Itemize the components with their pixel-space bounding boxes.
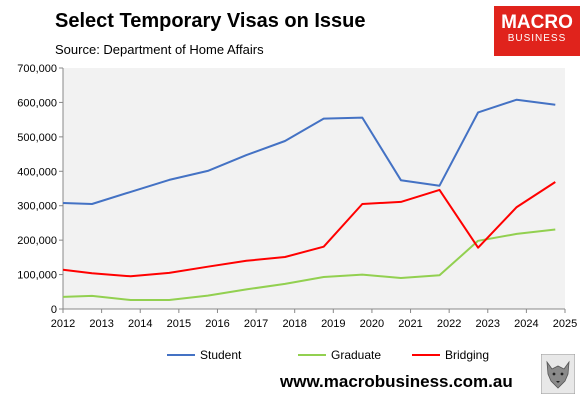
x-tick-label: 2017 <box>244 318 268 330</box>
macrobusiness-logo: MACRO BUSINESS <box>494 6 580 56</box>
series-line-bridging <box>62 181 556 278</box>
x-tick-label: 2025 <box>553 318 577 330</box>
website-url: www.macrobusiness.com.au <box>280 372 513 391</box>
x-tick-label: 2023 <box>476 318 500 330</box>
y-tick-label: 400,000 <box>17 166 57 178</box>
y-tick-label: 500,000 <box>17 132 57 144</box>
logo-line-2: BUSINESS <box>507 33 567 44</box>
y-tick-label: 200,000 <box>17 235 57 247</box>
chart-subtitle: Source: Department of Home Affairs <box>55 42 264 57</box>
series-line-graduate <box>62 228 556 301</box>
x-tick-label: 2013 <box>89 318 113 330</box>
legend-label-graduate: Graduate <box>331 348 381 362</box>
y-tick-label: 700,000 <box>17 63 57 75</box>
wolf-icon <box>541 354 575 394</box>
x-tick-label: 2022 <box>437 318 461 330</box>
x-tick-label: 2019 <box>321 318 345 330</box>
x-tick-label: 2018 <box>282 318 306 330</box>
x-tick-label: 2024 <box>514 318 538 330</box>
logo-line-1: MACRO <box>501 12 573 33</box>
plot-area <box>63 68 565 309</box>
y-tick-label: 0 <box>51 304 57 316</box>
x-tick-label: 2014 <box>128 318 152 330</box>
legend-label-student: Student <box>200 348 242 362</box>
x-tick-label: 2012 <box>51 318 75 330</box>
x-tick-label: 2016 <box>205 318 229 330</box>
x-tick-label: 2020 <box>360 318 384 330</box>
legend-label-bridging: Bridging <box>445 348 489 362</box>
y-tick-label: 100,000 <box>17 270 57 282</box>
x-tick-label: 2021 <box>398 318 422 330</box>
y-tick-label: 300,000 <box>17 201 57 213</box>
chart-title: Select Temporary Visas on Issue <box>55 10 366 32</box>
x-tick-label: 2015 <box>167 318 191 330</box>
series-line-student <box>62 98 556 205</box>
y-tick-label: 600,000 <box>17 97 57 109</box>
